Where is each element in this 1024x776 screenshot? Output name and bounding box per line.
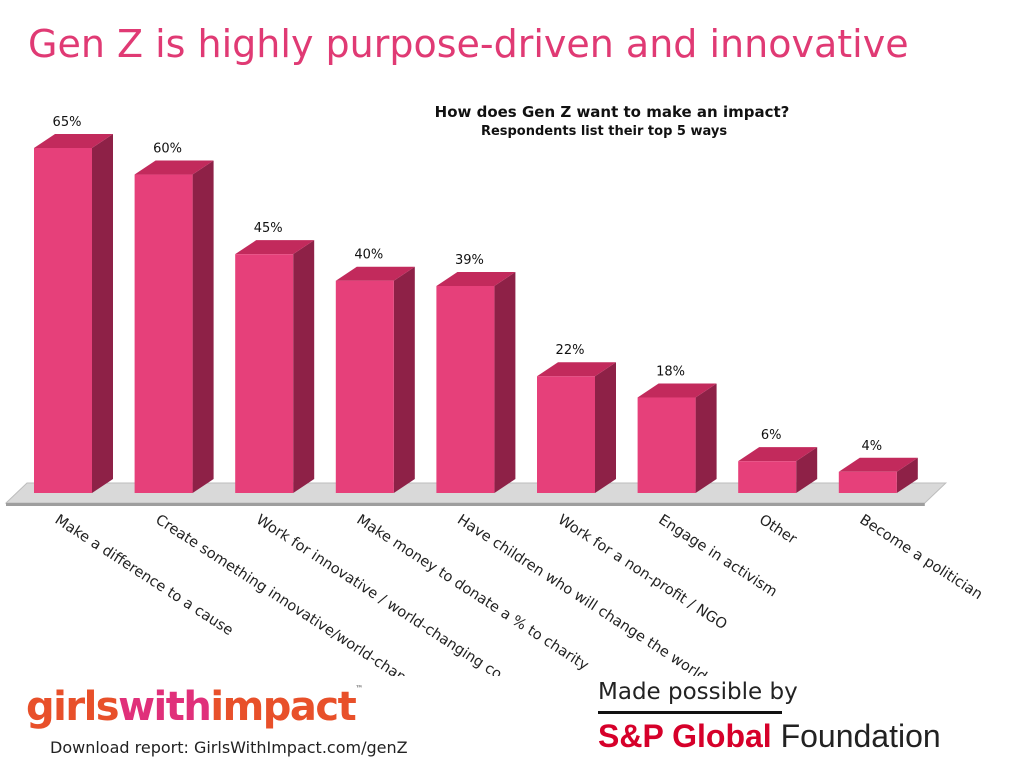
chart-title: How does Gen Z want to make an impact?: [435, 103, 790, 121]
data-label: 39%: [455, 253, 484, 268]
page-title: Gen Z is highly purpose-driven and innov…: [28, 22, 909, 66]
bar: [436, 272, 516, 493]
bar: [134, 160, 214, 494]
bar: [738, 447, 818, 493]
bar: [637, 383, 717, 493]
sponsor-line: Made possible by: [598, 679, 798, 705]
data-label: 60%: [153, 142, 182, 157]
download-report-link[interactable]: Download report: GirlsWithImpact.com/gen…: [50, 738, 408, 757]
bar: [235, 240, 315, 493]
sponsor-divider: [598, 711, 782, 714]
data-label: 18%: [656, 364, 685, 379]
sp-global-foundation-logo: S&P Global Foundation: [598, 718, 941, 754]
data-label: 6%: [761, 428, 782, 443]
bar: [537, 362, 616, 493]
category-label: Other: [756, 512, 799, 548]
data-label: 45%: [254, 221, 283, 236]
bars-layer: 65% 60% 45% 40% 39% 22% 18% 6% 4%: [34, 115, 918, 494]
data-label: 40%: [354, 248, 383, 263]
bar-chart: How does Gen Z want to make an impact? R…: [4, 103, 985, 676]
category-label: Make a difference to a cause: [52, 512, 236, 639]
category-label: Work for a non-profit / NGO: [555, 512, 730, 633]
data-label: 65%: [53, 115, 82, 130]
chart-floor-edge: [6, 503, 925, 506]
chart-subtitle: Respondents list their top 5 ways: [481, 124, 727, 139]
data-label: 22%: [556, 343, 585, 358]
data-label: 4%: [861, 439, 882, 454]
category-label: Become a politician: [857, 512, 985, 603]
bar: [335, 266, 415, 493]
bar: [34, 134, 113, 493]
girls-with-impact-logo: girlswithimpact™: [26, 684, 364, 730]
bar: [838, 457, 918, 493]
